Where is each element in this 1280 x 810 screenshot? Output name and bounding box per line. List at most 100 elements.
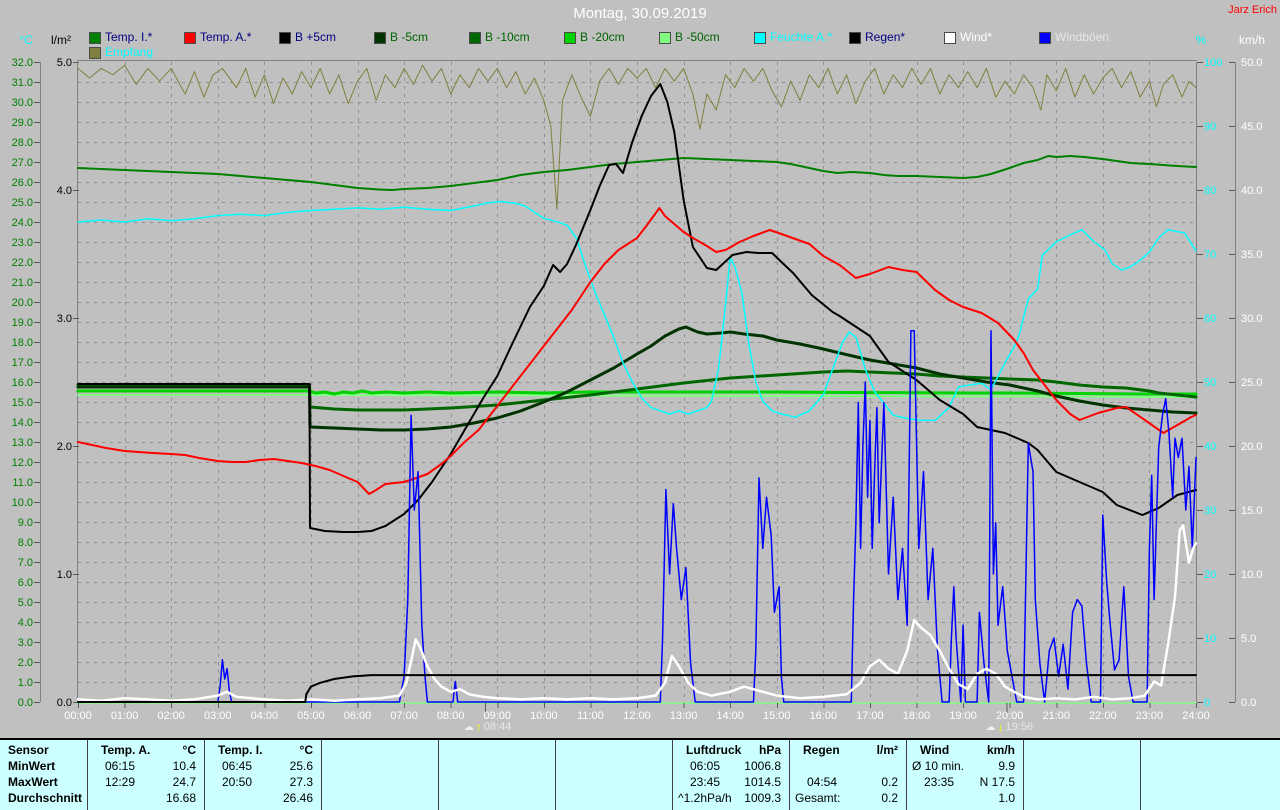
time-tick-label: 19:00 xyxy=(949,710,977,722)
humidity-tick-label: 30 xyxy=(1204,505,1216,517)
time-tick-label: 15:00 xyxy=(763,710,791,722)
stat-row-label: MinWert xyxy=(8,759,56,773)
temp-tick-label: 8.0 xyxy=(18,537,33,549)
stat-cell-value: 24.7 xyxy=(172,775,196,789)
time-tick-label: 16:00 xyxy=(810,710,838,722)
table-divider xyxy=(204,740,205,810)
legend-label: Temp. I.* xyxy=(105,30,153,44)
temp-tick-label: 17.0 xyxy=(12,357,33,369)
series-regen-line xyxy=(77,674,1197,703)
stat-col-name: Regen xyxy=(803,743,840,757)
table-divider xyxy=(1140,740,1141,810)
stat-cell-time: Ø 10 min. xyxy=(912,759,965,773)
stat-cell-time: 06:15 xyxy=(105,759,136,773)
time-tick-label: 11:00 xyxy=(577,710,604,722)
temp-tick-label: 28.0 xyxy=(12,137,33,149)
wind-tick-label: 40.0 xyxy=(1241,185,1262,197)
series-windboeen-line xyxy=(77,330,1197,703)
temp-tick-label: 29.0 xyxy=(12,117,33,129)
rain-tick-label: 2.0 xyxy=(57,441,72,453)
author-label: Jarz Erich xyxy=(1228,4,1277,16)
time-tick-label: 08:00 xyxy=(437,710,465,722)
time-tick-label: 04:00 xyxy=(251,710,279,722)
legend-label: B +5cm xyxy=(295,30,337,44)
time-tick-label: 14:00 xyxy=(716,710,744,722)
sunset-time-label: 19:56 xyxy=(1006,721,1034,733)
wind-tick-label: 15.0 xyxy=(1241,505,1262,517)
stat-cell-value: 26.46 xyxy=(282,791,313,805)
time-tick-label: 20:00 xyxy=(996,710,1024,722)
time-tick-label: 01:00 xyxy=(111,710,139,722)
sunrise-time-label: 08:44 xyxy=(484,721,512,733)
stat-cell-value: N 17.5 xyxy=(979,775,1015,789)
time-tick-label: 12:00 xyxy=(623,710,651,722)
temp-tick-label: 32.0 xyxy=(12,57,33,69)
temp-tick-label: 22.0 xyxy=(12,257,33,269)
wind-tick-label: 45.0 xyxy=(1241,121,1262,133)
stat-cell-value: 27.3 xyxy=(289,775,313,789)
temp-tick-label: 16.0 xyxy=(12,377,33,389)
empfang-swatch-icon xyxy=(89,47,101,59)
stat-col-name: Temp. I. xyxy=(218,743,263,757)
legend-label: Temp. A.* xyxy=(200,30,252,44)
b_plus5-swatch-icon xyxy=(279,32,291,44)
time-tick-label: 24:00 xyxy=(1182,710,1210,722)
time-tick-label: 17:00 xyxy=(856,710,884,722)
legend-label: Empfang xyxy=(105,45,154,59)
rain-tick-label: 1.0 xyxy=(57,569,72,581)
table-divider xyxy=(672,740,673,810)
stat-cell-time: 06:05 xyxy=(690,759,721,773)
stat-cell-time: Gesamt: xyxy=(795,791,841,805)
temp-tick-label: 25.0 xyxy=(12,197,33,209)
wind-tick-label: 30.0 xyxy=(1241,313,1262,325)
time-tick-label: 03:00 xyxy=(204,710,232,722)
stat-cell-time: 23:45 xyxy=(690,775,721,789)
stat-col-unit: °C xyxy=(182,743,196,757)
temp-tick-label: 15.0 xyxy=(12,397,33,409)
humidity-tick-label: 40 xyxy=(1204,441,1216,453)
temp-tick-label: 7.0 xyxy=(18,557,33,569)
sunrise-cloud-icon: ☁ xyxy=(464,722,474,733)
temp-tick-label: 3.0 xyxy=(18,637,33,649)
temp-tick-label: 31.0 xyxy=(12,77,33,89)
legend-label: B -20cm xyxy=(580,30,625,44)
table-divider xyxy=(87,740,88,810)
temp-tick-label: 24.0 xyxy=(12,217,33,229)
wind-tick-label: 10.0 xyxy=(1241,569,1262,581)
temp-tick-label: 20.0 xyxy=(12,297,33,309)
rain-tick-label: 0.0 xyxy=(57,697,72,709)
humidity-tick-label: 80 xyxy=(1204,185,1216,197)
series-b_minus50-line xyxy=(77,394,1197,398)
legend-label: Wind* xyxy=(960,30,993,44)
legend-label: B -50cm xyxy=(675,30,720,44)
temp-tick-label: 11.0 xyxy=(12,477,33,489)
time-tick-label: 18:00 xyxy=(903,710,931,722)
stat-cell-value: 0.2 xyxy=(881,791,898,805)
time-tick-label: 09:00 xyxy=(483,710,511,722)
temp-tick-label: 23.0 xyxy=(12,237,33,249)
time-tick-label: 10:00 xyxy=(530,710,558,722)
wind-tick-label: 20.0 xyxy=(1241,441,1262,453)
temp-tick-label: 6.0 xyxy=(18,577,33,589)
time-tick-label: 21:00 xyxy=(1042,710,1070,722)
humidity-tick-label: 100 xyxy=(1204,57,1222,69)
temp-tick-label: 4.0 xyxy=(18,617,33,629)
regen-swatch-icon xyxy=(849,32,861,44)
stat-cell-time: 20:50 xyxy=(222,775,253,789)
temp-tick-label: 21.0 xyxy=(12,277,33,289)
humidity-tick-label: 20 xyxy=(1204,569,1216,581)
stat-cell-value: 16.68 xyxy=(165,791,196,805)
b_minus20-swatch-icon xyxy=(564,32,576,44)
b_minus10-swatch-icon xyxy=(469,32,481,44)
legend-label: Feuchte A.* xyxy=(770,30,833,44)
stat-cell-time: 23:35 xyxy=(924,775,955,789)
sunrise-icon: ↑ xyxy=(476,720,482,734)
sunset-cloud-icon: ☁ xyxy=(986,722,996,733)
temp-tick-label: 30.0 xyxy=(12,97,33,109)
temp-tick-label: 9.0 xyxy=(18,517,33,529)
stat-cell-time: 06:45 xyxy=(222,759,253,773)
temp-tick-label: 0.0 xyxy=(18,697,33,709)
temp-tick-label: 10.0 xyxy=(12,497,33,509)
stat-row-label: Sensor xyxy=(8,743,49,757)
b_minus50-swatch-icon xyxy=(659,32,671,44)
